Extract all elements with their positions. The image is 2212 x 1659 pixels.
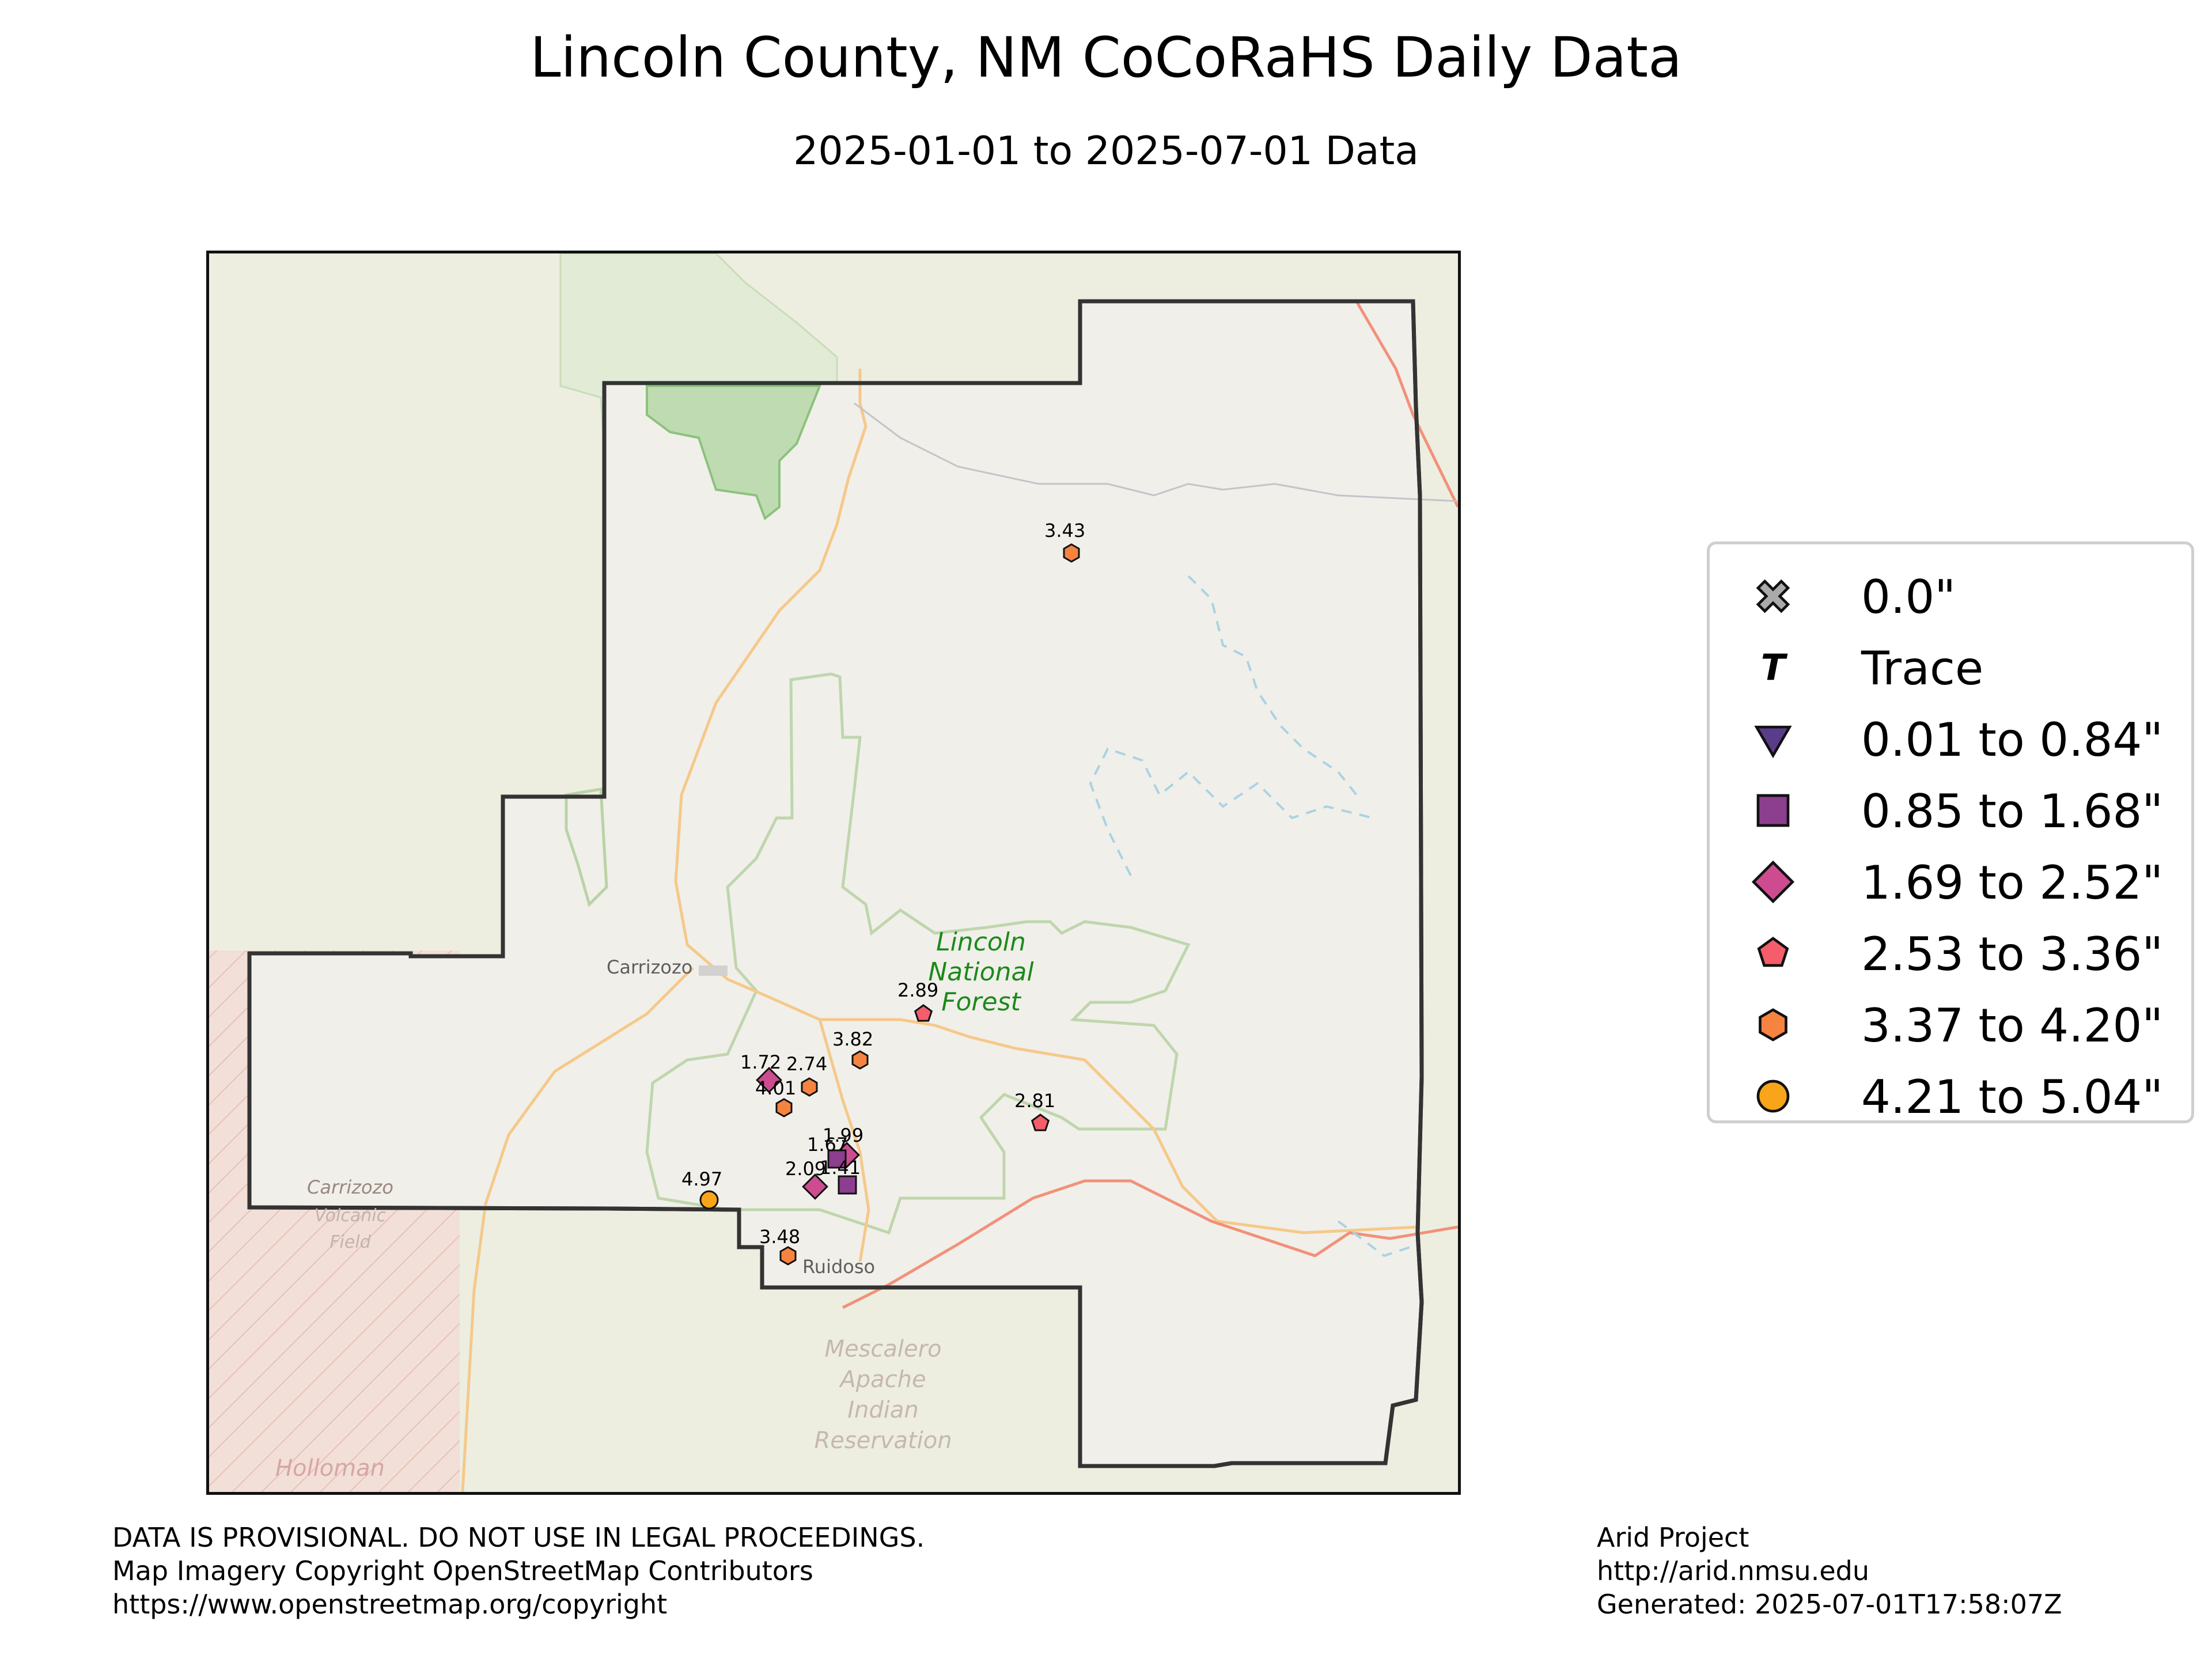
county-road-north: [854, 402, 1458, 502]
highway-southwest: [461, 967, 694, 1492]
national-forest-outline: [645, 672, 1191, 1235]
highway-380: [820, 1018, 1419, 1234]
station-value-label: 2.74: [786, 1053, 827, 1075]
station-marker: [914, 1004, 933, 1022]
legend-symbol: [1756, 1080, 1790, 1113]
x-cross-icon: [1756, 579, 1790, 613]
highway-70: [842, 1179, 1458, 1309]
station-marker: [1063, 543, 1080, 563]
highway-ne: [1354, 298, 1458, 508]
stream-southeast: [1337, 1220, 1419, 1257]
station-marker: [775, 1098, 793, 1118]
station-value-label: 2.81: [1014, 1090, 1055, 1112]
legend-symbol: T: [1761, 646, 1788, 688]
station-marker: [838, 1175, 857, 1195]
map-frame[interactable]: Carrizozo Lincoln National Forest Ruidos…: [206, 251, 1461, 1495]
square-icon: [1756, 794, 1790, 827]
legend-symbol: [1756, 579, 1790, 613]
hexagon-icon: [1759, 1008, 1787, 1041]
label-mescalero-3: Indian: [847, 1397, 919, 1423]
station-value-label: 1.72: [740, 1051, 781, 1073]
legend-label: 0.01 to 0.84": [1861, 713, 2164, 767]
station-value-label: 3.43: [1044, 520, 1085, 541]
map-title: Lincoln County, NM CoCoRaHS Daily Data: [530, 25, 1682, 90]
label-lnf-1: Lincoln: [936, 927, 1026, 957]
legend-item: T Trace: [1710, 632, 2191, 703]
station-marker: [779, 1246, 797, 1266]
legend-symbol: [1754, 725, 1792, 759]
forest-area-green: [646, 385, 821, 521]
legend-item: 0.0": [1710, 560, 2191, 632]
legend-label: Trace: [1861, 642, 1984, 695]
station-markers: 3.43 2.89 3.82 1.72 2.744.01 2.81 1.991.672.09…: [681, 520, 1085, 1266]
footer-provisional-note: DATA IS PROVISIONAL. DO NOT USE IN LEGAL…: [112, 1522, 925, 1553]
footer-copyright-link[interactable]: https://www.openstreetmap.org/copyright: [112, 1589, 668, 1620]
label-carrizozo-field-3: Field: [329, 1232, 371, 1252]
legend-label: 0.0": [1861, 570, 1956, 624]
label-holloman: Holloman: [275, 1455, 385, 1482]
legend-label: 0.85 to 1.68": [1861, 785, 2164, 838]
station-marker: [1031, 1113, 1050, 1131]
station-value-label: 3.82: [832, 1028, 873, 1050]
station-marker: [802, 1173, 828, 1200]
station-value-label: 1.41: [820, 1157, 861, 1179]
footer-disclaimer: DATA IS PROVISIONAL. DO NOT USE IN LEGAL…: [112, 1521, 925, 1621]
footer-project-name: Arid Project: [1597, 1522, 1749, 1553]
legend-symbol: [1757, 937, 1789, 967]
footer-credits: Arid Project http://arid.nmsu.edu Genera…: [1597, 1521, 2062, 1621]
station-marker: [699, 1190, 719, 1210]
station-value-label: 4.01: [755, 1077, 796, 1099]
pentagon-icon: [1757, 937, 1789, 967]
footer-generated-time: Generated: 2025-07-01T17:58:07Z: [1597, 1589, 2062, 1620]
label-carrizozo: Carrizozo: [607, 956, 692, 978]
legend-item: 4.21 to 5.04": [1710, 1060, 2191, 1132]
label-lnf-3: Forest: [941, 987, 1021, 1017]
label-lnf-2: National: [928, 957, 1034, 987]
highway-54: [674, 369, 870, 1262]
legend-label: 2.53 to 3.36": [1861, 927, 2164, 981]
label-carrizozo-field-2: Volcanic: [315, 1206, 387, 1226]
circle-icon: [1756, 1080, 1790, 1113]
map-canvas[interactable]: Carrizozo Lincoln National Forest Ruidos…: [209, 253, 1458, 1492]
label-ruidoso: Ruidoso: [802, 1256, 875, 1278]
footer-map-copyright: Map Imagery Copyright OpenStreetMap Cont…: [112, 1555, 813, 1586]
station-marker: [756, 1067, 782, 1093]
legend-item: 0.85 to 1.68": [1710, 775, 2191, 846]
station-marker: [827, 1149, 847, 1169]
legend-symbol: [1756, 794, 1790, 827]
diamond-icon: [1751, 860, 1795, 904]
forest-patch-west: [565, 787, 608, 907]
station-value-label: 2.09: [785, 1158, 826, 1180]
station-marker: [851, 1050, 869, 1070]
legend-label: 1.69 to 2.52": [1861, 856, 2164, 910]
legend-item: 2.53 to 3.36": [1710, 918, 2191, 989]
station-value-label: 4.97: [681, 1168, 722, 1190]
T-letter-icon: T: [1761, 646, 1788, 688]
station-value-label: 2.89: [897, 979, 938, 1001]
station-marker: [801, 1077, 818, 1097]
map-subtitle: 2025-01-01 to 2025-07-01 Data: [793, 128, 1419, 174]
footer-project-url[interactable]: http://arid.nmsu.edu: [1597, 1555, 1869, 1586]
station-value-label: 3.48: [759, 1226, 800, 1248]
county-boundary-line: [247, 299, 1424, 1468]
legend-item: 3.37 to 4.20": [1710, 989, 2191, 1060]
town-marker: [699, 965, 728, 976]
legend-symbol: [1759, 1008, 1787, 1041]
station-value-label: 1.67: [807, 1134, 848, 1156]
legend-item: 1.69 to 2.52": [1710, 846, 2191, 918]
label-mescalero-1: Mescalero: [824, 1336, 941, 1362]
stream-east: [1089, 747, 1373, 876]
stream-northeast: [1187, 575, 1362, 802]
legend-item: 0.01 to 0.84": [1710, 703, 2191, 775]
label-mescalero-4: Reservation: [814, 1427, 952, 1454]
legend: 0.0" T Trace 0.01 to 0.84" 0.85 to 1.68" 1.69…: [1707, 541, 2194, 1124]
legend-label: 3.37 to 4.20": [1861, 999, 2164, 1052]
label-mescalero-2: Apache: [838, 1366, 926, 1393]
legend-label: 4.21 to 5.04": [1861, 1070, 2164, 1124]
station-value-label: 1.99: [823, 1124, 863, 1146]
legend-symbol: [1751, 860, 1795, 904]
triangle-down-icon: [1754, 725, 1792, 759]
label-carrizozo-field-1: Carrizozo: [307, 1176, 393, 1198]
